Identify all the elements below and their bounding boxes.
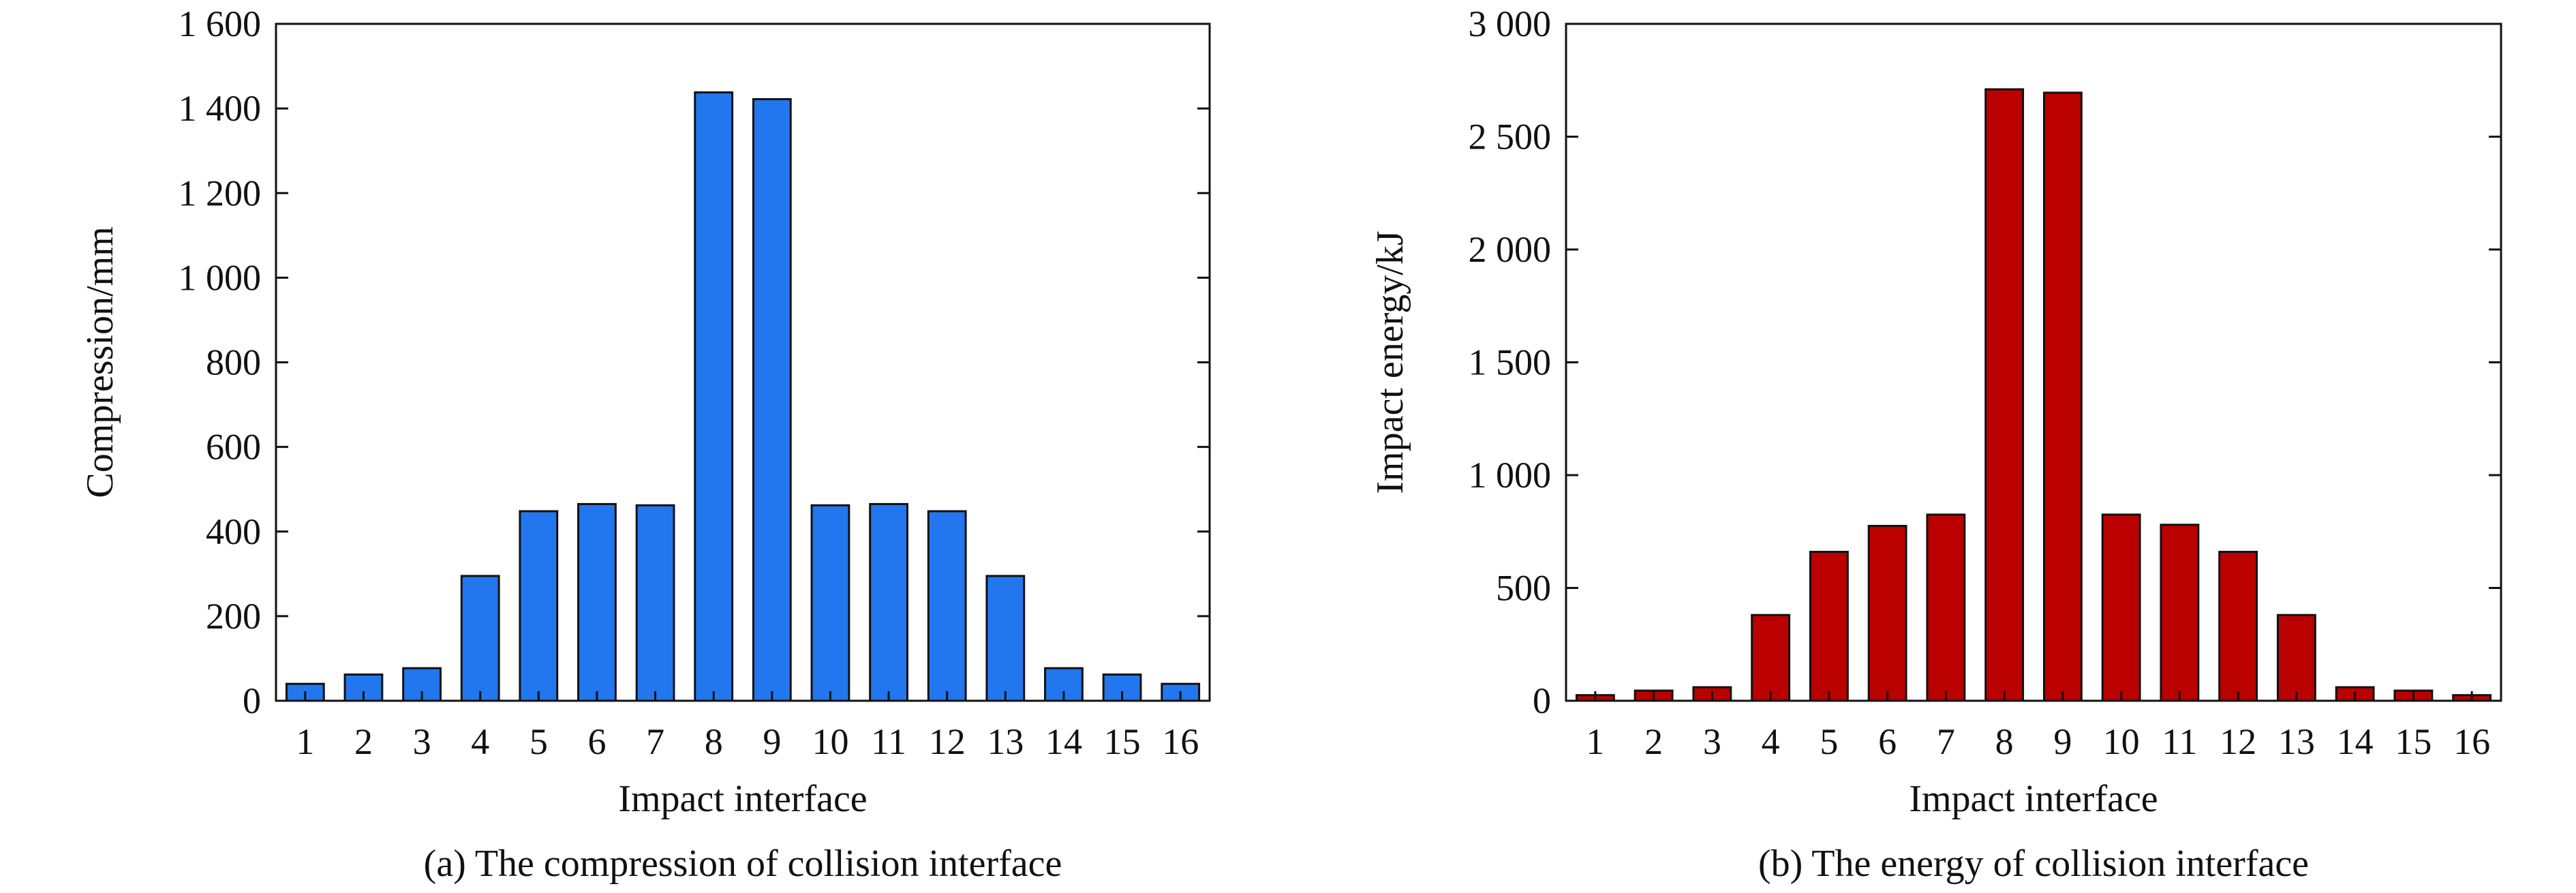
x-tick-label: 5 (1820, 721, 1838, 762)
y-tick-label: 1 500 (1469, 342, 1552, 383)
x-tick-label: 7 (1937, 721, 1955, 762)
x-tick-label: 1 (296, 721, 314, 762)
y-tick-label: 2 000 (1469, 229, 1552, 270)
x-tick-label: 9 (763, 721, 781, 762)
bar-5 (519, 510, 559, 702)
y-tick-label: 1 200 (179, 172, 262, 213)
x-tick-label: 13 (987, 721, 1024, 762)
bar-13 (985, 575, 1026, 702)
x-tick-label: 14 (1045, 721, 1082, 762)
x-tick-label: 10 (812, 721, 848, 762)
bar-4 (1751, 614, 1791, 702)
y-axis-title: Impact energy/kJ (1369, 230, 1411, 494)
bar-6 (1867, 524, 1907, 702)
y-tick-label: 3 000 (1469, 3, 1552, 44)
x-tick-label: 4 (471, 721, 489, 762)
x-tick-label: 11 (2162, 721, 2197, 762)
bar-9 (2042, 91, 2083, 702)
x-tick-label: 11 (871, 721, 906, 762)
x-tick-label: 16 (2453, 721, 2490, 762)
bar-9 (752, 97, 792, 702)
y-tick-label: 400 (206, 511, 261, 552)
bar-11 (869, 502, 908, 702)
y-tick-label: 1 000 (1469, 455, 1552, 496)
y-tick-label: 200 (206, 596, 261, 637)
bar-7 (1926, 513, 1966, 702)
y-tick-label: 0 (243, 680, 261, 721)
x-axis-title: Impact interface (1909, 778, 2158, 820)
bar-10 (2101, 513, 2141, 702)
x-tick-label: 3 (1703, 721, 1721, 762)
x-tick-label: 8 (1995, 721, 2014, 762)
bar-4 (460, 575, 500, 702)
x-tick-label: 12 (2220, 721, 2256, 762)
bar-8 (1984, 88, 2025, 702)
x-tick-label: 9 (2053, 721, 2072, 762)
y-tick-label: 2 500 (1469, 117, 1552, 157)
bar-7 (635, 504, 675, 702)
x-tick-label: 16 (1162, 721, 1199, 762)
x-tick-label: 6 (1878, 721, 1897, 762)
bar-11 (2160, 524, 2200, 702)
bar-8 (694, 91, 734, 702)
x-tick-label: 15 (1104, 721, 1141, 762)
y-tick-label: 1 000 (179, 257, 262, 298)
x-axis-title: Impact interface (618, 778, 867, 820)
x-tick-label: 6 (587, 721, 606, 762)
plot-frame (275, 22, 1211, 702)
figure-caption: (a) The compression of collision interfa… (424, 843, 1062, 885)
y-tick-label: 0 (1533, 680, 1551, 721)
x-tick-label: 15 (2395, 721, 2432, 762)
x-tick-label: 2 (354, 721, 373, 762)
y-axis-title: Compression/mm (79, 226, 121, 498)
bar-12 (2218, 551, 2258, 702)
x-tick-label: 3 (413, 721, 431, 762)
x-tick-label: 13 (2278, 721, 2315, 762)
x-tick-label: 12 (929, 721, 966, 762)
x-tick-label: 14 (2337, 721, 2374, 762)
bar-10 (810, 504, 850, 702)
plot-frame (1565, 22, 2502, 702)
y-tick-label: 1 400 (179, 88, 262, 129)
x-tick-label: 7 (646, 721, 664, 762)
x-tick-label: 8 (705, 721, 723, 762)
y-tick-label: 600 (206, 427, 261, 468)
x-tick-label: 4 (1762, 721, 1780, 762)
x-tick-label: 5 (530, 721, 548, 762)
y-tick-label: 1 600 (179, 3, 262, 44)
bar-13 (2276, 614, 2316, 702)
x-tick-label: 2 (1644, 721, 1663, 762)
x-tick-label: 10 (2103, 721, 2140, 762)
figure-caption: (b) The energy of collision interface (1758, 843, 2309, 885)
bar-5 (1809, 551, 1849, 702)
x-tick-label: 1 (1586, 721, 1604, 762)
bar-12 (927, 510, 967, 702)
y-tick-label: 500 (1496, 568, 1551, 609)
y-tick-label: 800 (206, 342, 261, 383)
bar-6 (577, 502, 617, 702)
